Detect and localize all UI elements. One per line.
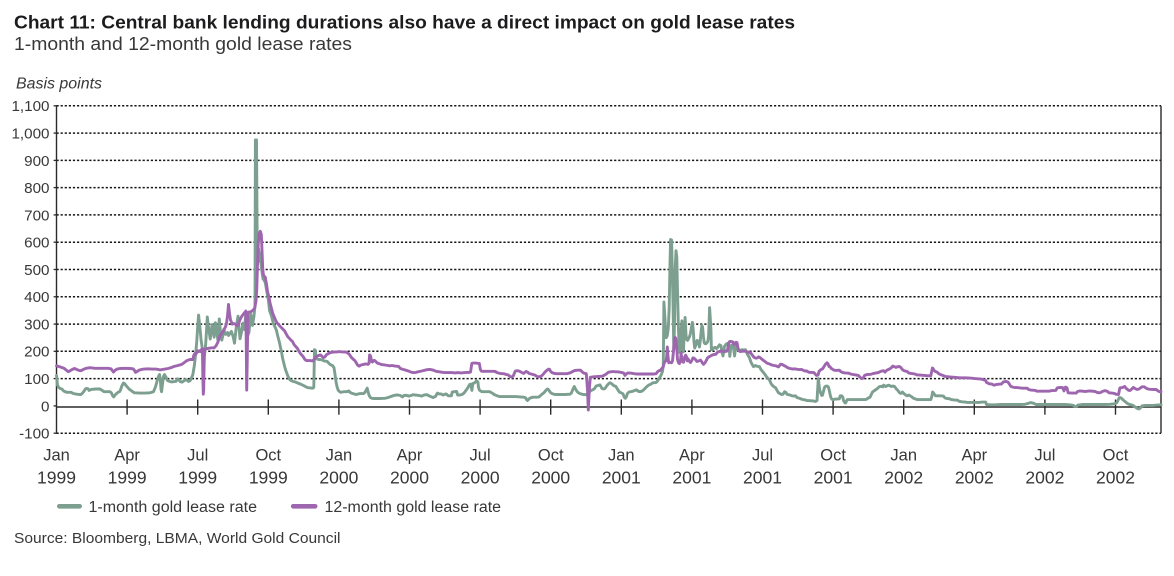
svg-text:2002: 2002 [1096,467,1135,487]
svg-text:1999: 1999 [249,467,288,487]
svg-text:Jul: Jul [187,447,208,465]
svg-text:1,100: 1,100 [11,98,49,115]
svg-text:Chart 11: Central bank lending: Chart 11: Central bank lending durations… [14,12,795,32]
svg-text:200: 200 [24,344,49,361]
svg-text:700: 700 [24,207,49,224]
svg-text:Apr: Apr [397,447,423,465]
svg-text:2001: 2001 [814,467,853,487]
svg-text:2000: 2000 [319,467,358,487]
svg-text:1999: 1999 [37,467,76,487]
svg-text:900: 900 [24,153,49,170]
svg-text:-100: -100 [19,426,49,443]
svg-text:2001: 2001 [743,467,782,487]
svg-text:1,000: 1,000 [11,126,49,143]
svg-text:Jan: Jan [890,447,917,465]
svg-text:2002: 2002 [1025,467,1064,487]
svg-text:300: 300 [24,317,49,334]
svg-text:2002: 2002 [884,467,923,487]
svg-text:2000: 2000 [390,467,429,487]
svg-text:Basis points: Basis points [16,75,102,92]
svg-text:400: 400 [24,289,49,306]
svg-text:Jul: Jul [752,447,773,465]
svg-text:Jan: Jan [608,447,635,465]
svg-text:0: 0 [41,398,49,415]
svg-text:Oct: Oct [820,447,846,465]
svg-text:1-month and 12-month gold leas: 1-month and 12-month gold lease rates [14,34,352,54]
svg-text:2001: 2001 [602,467,641,487]
svg-text:1999: 1999 [108,467,147,487]
svg-text:100: 100 [24,371,49,388]
svg-text:Jul: Jul [470,447,491,465]
svg-text:2000: 2000 [531,467,570,487]
svg-text:1-month gold lease rate: 1-month gold lease rate [89,499,258,516]
svg-text:Apr: Apr [679,447,705,465]
svg-text:Apr: Apr [114,447,140,465]
svg-text:Jul: Jul [1034,447,1055,465]
svg-text:Jan: Jan [326,447,353,465]
svg-text:2000: 2000 [461,467,500,487]
svg-text:1999: 1999 [178,467,217,487]
svg-text:Oct: Oct [255,447,281,465]
svg-text:Jan: Jan [43,447,70,465]
svg-text:2001: 2001 [672,467,711,487]
svg-text:500: 500 [24,262,49,279]
svg-text:800: 800 [24,180,49,197]
svg-text:Oct: Oct [1103,447,1129,465]
svg-text:Oct: Oct [538,447,564,465]
svg-text:12-month gold lease rate: 12-month gold lease rate [325,499,502,516]
svg-text:Apr: Apr [961,447,987,465]
svg-text:2002: 2002 [955,467,994,487]
svg-text:600: 600 [24,235,49,252]
svg-text:Source: Bloomberg, LBMA, World: Source: Bloomberg, LBMA, World Gold Coun… [14,530,340,547]
